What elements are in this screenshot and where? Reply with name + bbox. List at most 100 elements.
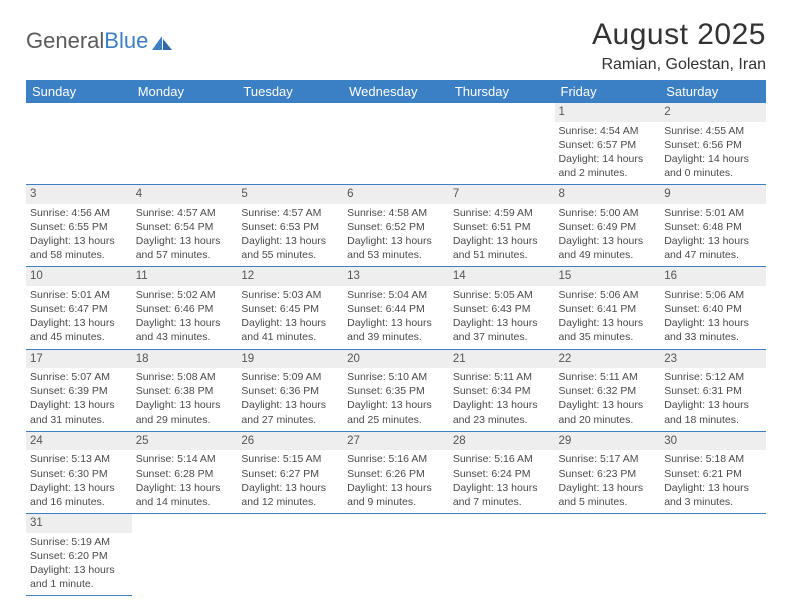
calendar-week: 1Sunrise: 4:54 AMSunset: 6:57 PMDaylight…	[26, 103, 766, 185]
sunset-text: Sunset: 6:30 PM	[30, 467, 128, 481]
sunrise-text: Sunrise: 5:06 AM	[559, 288, 657, 302]
calendar-day: 30Sunrise: 5:18 AMSunset: 6:21 PMDayligh…	[660, 431, 766, 513]
sunrise-text: Sunrise: 5:17 AM	[559, 452, 657, 466]
sunrise-text: Sunrise: 4:54 AM	[559, 124, 657, 138]
weekday-header: Friday	[555, 80, 661, 103]
calendar-day: 19Sunrise: 5:09 AMSunset: 6:36 PMDayligh…	[237, 349, 343, 431]
daylight-text: Daylight: 13 hours and 43 minutes.	[136, 316, 234, 344]
sunset-text: Sunset: 6:56 PM	[664, 138, 762, 152]
calendar-day: 3Sunrise: 4:56 AMSunset: 6:55 PMDaylight…	[26, 185, 132, 267]
sunrise-text: Sunrise: 5:05 AM	[453, 288, 551, 302]
brand-logo: GeneralBlue	[26, 18, 174, 54]
daylight-text: Daylight: 13 hours and 41 minutes.	[241, 316, 339, 344]
day-details: Sunrise: 5:06 AMSunset: 6:41 PMDaylight:…	[559, 288, 657, 345]
day-details: Sunrise: 4:57 AMSunset: 6:54 PMDaylight:…	[136, 206, 234, 263]
day-details: Sunrise: 5:11 AMSunset: 6:34 PMDaylight:…	[453, 370, 551, 427]
day-number: 27	[343, 432, 449, 451]
day-number: 14	[449, 267, 555, 286]
calendar-day: 4 Sunrise: 4:57 AMSunset: 6:54 PMDaylight…	[132, 185, 238, 267]
day-details: Sunrise: 5:00 AMSunset: 6:49 PMDaylight:…	[559, 206, 657, 263]
sunset-text: Sunset: 6:52 PM	[347, 220, 445, 234]
calendar-day: 11Sunrise: 5:02 AMSunset: 6:46 PMDayligh…	[132, 267, 238, 349]
calendar-week: 10Sunrise: 5:01 AMSunset: 6:47 PMDayligh…	[26, 267, 766, 349]
sunset-text: Sunset: 6:55 PM	[30, 220, 128, 234]
calendar-day: 26Sunrise: 5:15 AMSunset: 6:27 PMDayligh…	[237, 431, 343, 513]
sunrise-text: Sunrise: 5:06 AM	[664, 288, 762, 302]
calendar-day: 31Sunrise: 5:19 AMSunset: 6:20 PMDayligh…	[26, 514, 132, 596]
daylight-text: Daylight: 13 hours and 9 minutes.	[347, 481, 445, 509]
title-block: August 2025 Ramian, Golestan, Iran	[592, 18, 766, 74]
calendar-day: 6Sunrise: 4:58 AMSunset: 6:52 PMDaylight…	[343, 185, 449, 267]
sunrise-text: Sunrise: 5:13 AM	[30, 452, 128, 466]
sunrise-text: Sunrise: 5:16 AM	[453, 452, 551, 466]
daylight-text: Daylight: 13 hours and 55 minutes.	[241, 234, 339, 262]
sunrise-text: Sunrise: 5:09 AM	[241, 370, 339, 384]
day-details: Sunrise: 5:08 AMSunset: 6:38 PMDaylight:…	[136, 370, 234, 427]
day-details: Sunrise: 5:18 AMSunset: 6:21 PMDaylight:…	[664, 452, 762, 509]
page-title: August 2025	[592, 18, 766, 52]
sunset-text: Sunset: 6:35 PM	[347, 384, 445, 398]
daylight-text: Daylight: 13 hours and 12 minutes.	[241, 481, 339, 509]
daylight-text: Daylight: 13 hours and 58 minutes.	[30, 234, 128, 262]
calendar-day: 13Sunrise: 5:04 AMSunset: 6:44 PMDayligh…	[343, 267, 449, 349]
weekday-header: Wednesday	[343, 80, 449, 103]
daylight-text: Daylight: 13 hours and 7 minutes.	[453, 481, 551, 509]
day-number: 11	[132, 267, 238, 286]
location: Ramian, Golestan, Iran	[592, 56, 766, 74]
daylight-text: Daylight: 13 hours and 23 minutes.	[453, 398, 551, 426]
sunset-text: Sunset: 6:49 PM	[559, 220, 657, 234]
day-details: Sunrise: 4:59 AMSunset: 6:51 PMDaylight:…	[453, 206, 551, 263]
day-number: 20	[343, 350, 449, 369]
sunrise-text: Sunrise: 4:58 AM	[347, 206, 445, 220]
sunset-text: Sunset: 6:28 PM	[136, 467, 234, 481]
sunrise-text: Sunrise: 4:57 AM	[136, 206, 234, 220]
calendar-day: 2Sunrise: 4:55 AMSunset: 6:56 PMDaylight…	[660, 103, 766, 185]
calendar-week: 31Sunrise: 5:19 AMSunset: 6:20 PMDayligh…	[26, 514, 766, 596]
day-details: Sunrise: 5:17 AMSunset: 6:23 PMDaylight:…	[559, 452, 657, 509]
day-number: 21	[449, 350, 555, 369]
sunrise-text: Sunrise: 5:18 AM	[664, 452, 762, 466]
sunset-text: Sunset: 6:20 PM	[30, 549, 128, 563]
weekday-header: Thursday	[449, 80, 555, 103]
day-number: 18	[132, 350, 238, 369]
sunrise-text: Sunrise: 5:15 AM	[241, 452, 339, 466]
calendar-empty	[449, 103, 555, 185]
day-details: Sunrise: 5:01 AMSunset: 6:48 PMDaylight:…	[664, 206, 762, 263]
day-number: 30	[660, 432, 766, 451]
sunrise-text: Sunrise: 5:19 AM	[30, 535, 128, 549]
day-number: 2	[660, 103, 766, 122]
calendar-day: 27Sunrise: 5:16 AMSunset: 6:26 PMDayligh…	[343, 431, 449, 513]
calendar-empty	[660, 514, 766, 596]
day-number: 4	[132, 185, 238, 204]
sail-icon	[150, 32, 174, 50]
daylight-text: Daylight: 13 hours and 18 minutes.	[664, 398, 762, 426]
calendar-day: 10Sunrise: 5:01 AMSunset: 6:47 PMDayligh…	[26, 267, 132, 349]
sunrise-text: Sunrise: 5:08 AM	[136, 370, 234, 384]
calendar-week: 3Sunrise: 4:56 AMSunset: 6:55 PMDaylight…	[26, 185, 766, 267]
calendar-day: 23Sunrise: 5:12 AMSunset: 6:31 PMDayligh…	[660, 349, 766, 431]
sunrise-text: Sunrise: 5:12 AM	[664, 370, 762, 384]
calendar-day: 28Sunrise: 5:16 AMSunset: 6:24 PMDayligh…	[449, 431, 555, 513]
sunset-text: Sunset: 6:57 PM	[559, 138, 657, 152]
day-details: Sunrise: 5:06 AMSunset: 6:40 PMDaylight:…	[664, 288, 762, 345]
day-number: 12	[237, 267, 343, 286]
daylight-text: Daylight: 13 hours and 33 minutes.	[664, 316, 762, 344]
day-number: 3	[26, 185, 132, 204]
daylight-text: Daylight: 13 hours and 57 minutes.	[136, 234, 234, 262]
calendar-day: 5Sunrise: 4:57 AMSunset: 6:53 PMDaylight…	[237, 185, 343, 267]
header: GeneralBlue August 2025 Ramian, Golestan…	[26, 18, 766, 74]
sunrise-text: Sunrise: 4:57 AM	[241, 206, 339, 220]
sunset-text: Sunset: 6:34 PM	[453, 384, 551, 398]
daylight-text: Daylight: 13 hours and 20 minutes.	[559, 398, 657, 426]
brand-general: General	[26, 28, 104, 54]
weekday-header: Sunday	[26, 80, 132, 103]
day-number: 6	[343, 185, 449, 204]
calendar-day: 7Sunrise: 4:59 AMSunset: 6:51 PMDaylight…	[449, 185, 555, 267]
calendar-empty	[343, 514, 449, 596]
day-number: 15	[555, 267, 661, 286]
day-details: Sunrise: 5:04 AMSunset: 6:44 PMDaylight:…	[347, 288, 445, 345]
sunrise-text: Sunrise: 5:00 AM	[559, 206, 657, 220]
calendar-empty	[555, 514, 661, 596]
sunset-text: Sunset: 6:32 PM	[559, 384, 657, 398]
calendar-day: 14Sunrise: 5:05 AMSunset: 6:43 PMDayligh…	[449, 267, 555, 349]
